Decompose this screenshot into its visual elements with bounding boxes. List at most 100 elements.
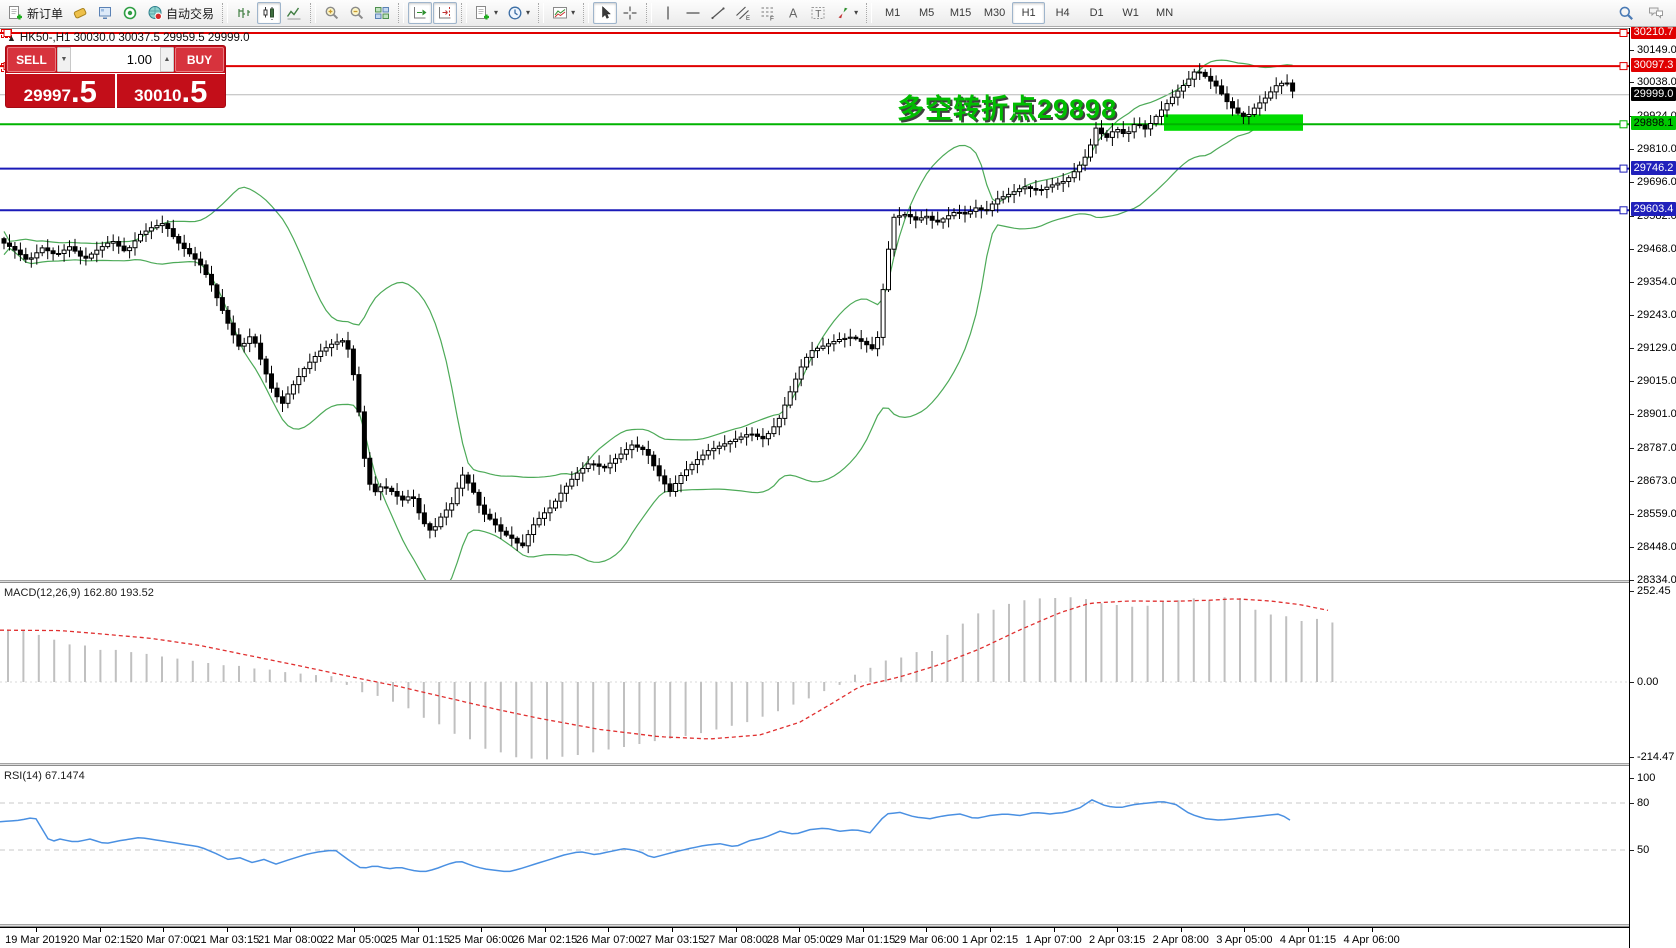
panel-divider[interactable] — [0, 580, 1676, 583]
trendline-handle[interactable] — [1, 29, 12, 38]
price-axis[interactable]: 30149.030038.029924.029810.029696.029582… — [1629, 25, 1676, 948]
timeframe-h4-button[interactable]: H4 — [1055, 7, 1070, 19]
sell-price-main: 29997 — [23, 86, 71, 105]
candlestick — [94, 249, 100, 255]
line-chart-button[interactable] — [282, 2, 306, 24]
timeframe-w1-button[interactable]: W1 — [1122, 7, 1139, 19]
volume-decrease-button[interactable]: ▼ — [57, 47, 71, 72]
axis-tick — [1630, 447, 1634, 449]
buy-button[interactable]: BUY — [175, 47, 224, 72]
line-handle[interactable] — [1619, 164, 1628, 173]
timeframe-d1-button[interactable]: D1 — [1089, 7, 1104, 19]
main-chart-panel[interactable] — [0, 28, 1629, 580]
horizontal-line-button[interactable] — [681, 2, 705, 24]
autotrading-label: 自动交易 — [166, 6, 215, 21]
line-handle[interactable] — [1619, 62, 1628, 71]
candlestick — [820, 345, 826, 349]
arrows-button[interactable]: ▾ — [831, 2, 862, 24]
new-order-button[interactable]: 新订单 — [4, 2, 67, 24]
vertical-line-button[interactable] — [656, 2, 680, 24]
candlestick — [1219, 85, 1225, 95]
cursor-button[interactable] — [593, 2, 618, 24]
timeframe-h1-button[interactable]: H1 — [1012, 2, 1046, 24]
sell-price[interactable]: 29997.5 — [6, 74, 115, 108]
line-handle[interactable] — [1619, 206, 1628, 215]
auto-scroll-button[interactable] — [408, 2, 433, 24]
candlestick — [285, 393, 291, 404]
volume-increase-button[interactable]: ▲ — [160, 47, 174, 72]
candlestick — [209, 273, 214, 286]
collapse-panel-icon[interactable]: ▲ — [7, 33, 16, 43]
chart-annotation-text[interactable]: 多空转折点29898 — [897, 94, 1118, 124]
candlestick — [673, 483, 679, 492]
axis-tick — [1630, 381, 1634, 383]
timeframe-m30-button[interactable]: M30 — [983, 7, 1006, 19]
highlight-rectangle[interactable] — [1164, 114, 1303, 131]
terminal-button[interactable] — [93, 2, 117, 24]
candlestick — [1191, 71, 1197, 80]
zoom-in-button[interactable] — [320, 2, 344, 24]
candlestick — [869, 344, 875, 350]
candlestick — [902, 214, 908, 217]
volume-input[interactable]: 1.00 — [71, 47, 160, 72]
timeframe-m5-button[interactable]: M5 — [918, 7, 935, 19]
timeframe-m1-button[interactable]: M1 — [884, 7, 901, 19]
candlestick — [1066, 177, 1072, 182]
chevron-down-icon[interactable]: ▾ — [526, 8, 531, 17]
candlestick — [1038, 189, 1044, 191]
time-tick — [99, 928, 101, 932]
candlestick-chart-button[interactable] — [257, 2, 282, 24]
price-tick-label: 29810.0 — [1637, 143, 1676, 155]
bar-chart-button[interactable] — [232, 2, 256, 24]
templates-button[interactable]: ▾ — [548, 2, 579, 24]
trendline-button[interactable] — [706, 2, 730, 24]
candlestick-chart[interactable] — [0, 29, 1629, 580]
text-button[interactable]: A — [781, 2, 805, 24]
candlestick — [1197, 71, 1203, 74]
candlestick — [782, 404, 788, 419]
indicators-button[interactable]: ▾ — [471, 2, 502, 24]
autotrading-button[interactable]: 自动交易 — [143, 2, 218, 24]
time-axis[interactable]: 19 Mar 2019 20 Mar 02:15 20 Mar 07:00 21 Ma… — [0, 927, 1676, 948]
panel-divider[interactable] — [0, 924, 1676, 927]
timeframe-mn-button[interactable]: MN — [1156, 7, 1174, 19]
axis-tick — [1630, 347, 1634, 349]
tile-windows-button[interactable] — [370, 2, 394, 24]
chat-button[interactable] — [1644, 2, 1668, 24]
crosshair-button[interactable] — [618, 2, 642, 24]
time-tick — [672, 928, 673, 932]
candlestick — [705, 450, 711, 456]
chevron-down-icon[interactable]: ▾ — [854, 8, 859, 17]
axis-tick — [1630, 682, 1634, 683]
candlestick — [498, 524, 504, 532]
rsi-indicator-panel[interactable]: RSI(14) 67.1474 — [0, 766, 1629, 924]
price-divider — [114, 74, 117, 108]
text-label-button[interactable]: T — [806, 2, 830, 24]
candlestick — [503, 530, 509, 536]
level-price-badge: 29746.2 — [1631, 160, 1676, 175]
broadcast-button[interactable] — [118, 2, 142, 24]
search-button[interactable] — [1614, 2, 1638, 24]
line-handle[interactable] — [1619, 120, 1628, 129]
chart-shift-button[interactable] — [433, 2, 458, 24]
fibonacci-button[interactable]: F — [756, 2, 780, 24]
candlestick — [372, 483, 378, 493]
candlestick — [1164, 103, 1170, 111]
chevron-down-icon[interactable]: ▾ — [494, 8, 499, 17]
equidistant-channel-button[interactable]: E — [731, 2, 755, 24]
zoom-out-button[interactable] — [345, 2, 369, 24]
panel-divider[interactable] — [0, 763, 1676, 766]
timeframe-m15-button[interactable]: M15 — [949, 7, 972, 19]
time-tick-label: 20 Mar 07:00 — [130, 934, 196, 946]
line-handle[interactable] — [1619, 29, 1628, 37]
candlestick — [476, 491, 482, 506]
styler-button[interactable] — [68, 2, 92, 24]
indicator-scale-label: 100 — [1637, 772, 1656, 784]
chevron-down-icon[interactable]: ▾ — [571, 8, 576, 17]
styler-icon — [73, 8, 87, 19]
candlestick — [755, 433, 760, 437]
sell-button[interactable]: SELL — [7, 47, 56, 72]
macd-indicator-panel[interactable]: MACD(12,26,9) 162.80 193.52 — [0, 583, 1629, 763]
buy-price[interactable]: 30010.5 — [117, 74, 226, 108]
periods-button[interactable]: ▾ — [503, 2, 534, 24]
